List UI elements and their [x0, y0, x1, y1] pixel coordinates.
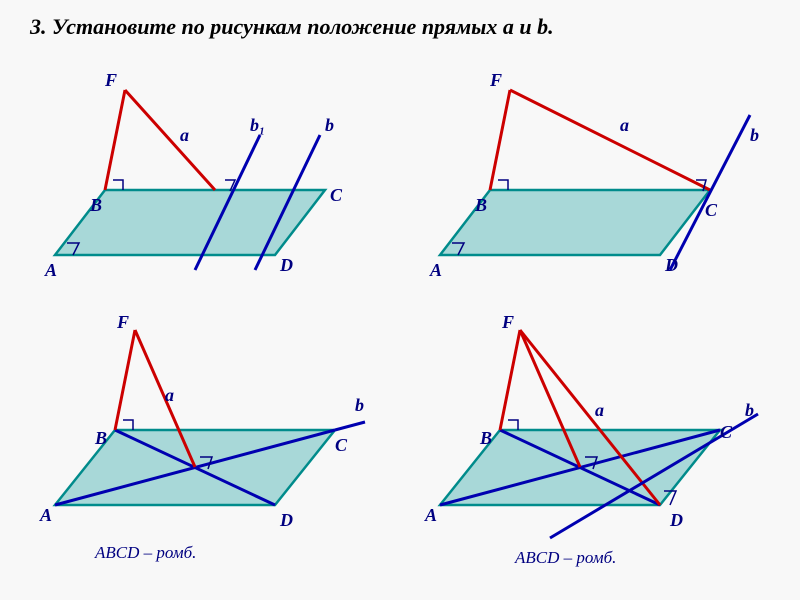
- label-A-3: A: [40, 505, 52, 526]
- label-a-3: a: [165, 385, 174, 406]
- label-D-1: D: [280, 255, 293, 276]
- caption-4: ABCD – ромб.: [515, 548, 616, 568]
- label-b-3: b: [355, 395, 364, 416]
- label-B-1: B: [90, 195, 102, 216]
- figure-4: F A B C D a b ABCD – ромб.: [420, 310, 765, 575]
- figure-4-svg: [420, 310, 765, 545]
- label-A-2: A: [430, 260, 442, 281]
- label-C-3: C: [335, 435, 347, 456]
- perp-fb-1: [113, 180, 123, 190]
- label-a-2: a: [620, 115, 629, 136]
- figure-3: F A B C D a b ABCD – ромб.: [35, 310, 375, 570]
- label-D-2: D: [665, 255, 678, 276]
- segment-fb-2: [490, 90, 510, 190]
- label-B-2: B: [475, 195, 487, 216]
- caption-3: ABCD – ромб.: [95, 543, 196, 563]
- label-F-3: F: [117, 312, 129, 333]
- segment-fb-3: [115, 330, 135, 430]
- figure-2-svg: [420, 60, 760, 280]
- figure-1-svg: [35, 60, 375, 280]
- page-title: 3. Установите по рисункам положение прям…: [30, 14, 554, 40]
- label-C-4: C: [720, 422, 732, 443]
- label-F-1: F: [105, 70, 117, 91]
- figure-2: F A B C D a b: [420, 60, 760, 280]
- label-B-3: B: [95, 428, 107, 449]
- perp-fb-2: [498, 180, 508, 190]
- label-F-4: F: [502, 312, 514, 333]
- perp-fb-4: [508, 420, 518, 430]
- line-a-2: [510, 90, 710, 190]
- label-a-1: a: [180, 125, 189, 146]
- segment-fb-1: [105, 90, 125, 190]
- label-b1-1: b₁: [250, 115, 265, 136]
- perp-fb-3: [123, 420, 133, 430]
- label-A-4: A: [425, 505, 437, 526]
- line-a-1: [125, 90, 215, 190]
- line-b-3: [335, 422, 365, 430]
- label-D-3: D: [280, 510, 293, 531]
- figure-3-svg: [35, 310, 375, 540]
- figure-1: F A B C D a b₁ b: [35, 60, 375, 280]
- label-F-2: F: [490, 70, 502, 91]
- label-b-2: b: [750, 125, 759, 146]
- label-B-4: B: [480, 428, 492, 449]
- label-b-4: b: [745, 400, 754, 421]
- label-C-2: C: [705, 200, 717, 221]
- label-D-4: D: [670, 510, 683, 531]
- label-A-1: A: [45, 260, 57, 281]
- label-C-1: C: [330, 185, 342, 206]
- segment-fb-4: [500, 330, 520, 430]
- label-a-4: a: [595, 400, 604, 421]
- label-b-1: b: [325, 115, 334, 136]
